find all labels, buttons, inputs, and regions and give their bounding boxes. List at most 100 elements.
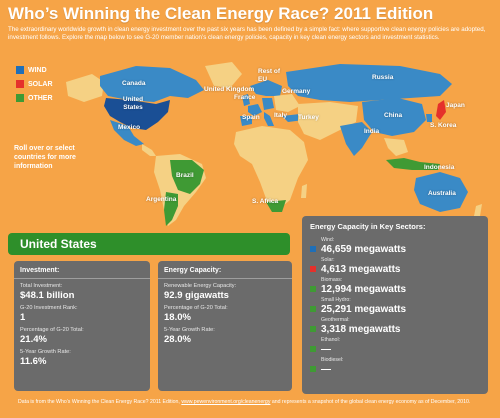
investment-growth: 5-Year Growth Rate: 11.6% xyxy=(14,349,150,367)
map-label-canada[interactable]: Canada xyxy=(122,80,146,87)
country-russia[interactable] xyxy=(286,64,452,102)
capacity-growth-label: 5-Year Growth Rate: xyxy=(164,327,215,333)
capacity-growth: 5-Year Growth Rate: 28.0% xyxy=(158,327,292,345)
footer-link[interactable]: www.pewenvironment.org/cleanenergy xyxy=(181,399,271,405)
country-united-kingdom[interactable] xyxy=(242,94,250,106)
map-alaska xyxy=(66,74,104,102)
map-label-brazil[interactable]: Brazil xyxy=(176,172,194,179)
total-investment-value: $48.1 billion xyxy=(20,290,75,301)
sector-ethanol: Ethanol: — xyxy=(302,337,488,355)
sector-solar-swatch xyxy=(310,266,316,272)
sector-small-hydro-label: Small Hydro: xyxy=(321,297,351,303)
country-south-korea[interactable] xyxy=(426,114,432,122)
country-india[interactable] xyxy=(340,122,372,156)
sector-ethanol-swatch xyxy=(310,346,316,352)
sector-biomass: Biomass: 12,994 megawatts xyxy=(302,277,488,295)
legend-item-other: OTHER xyxy=(16,94,53,102)
sector-wind-value: 46,659 megawatts xyxy=(321,244,407,255)
sector-geothermal-value: 3,318 megawatts xyxy=(321,324,401,335)
rollover-hint: Roll over or select countries for more i… xyxy=(14,145,76,170)
map-label-united-states-text: United States xyxy=(122,96,144,111)
country-brazil[interactable] xyxy=(170,160,204,194)
legend-item-wind: WIND xyxy=(16,66,53,74)
country-canada[interactable] xyxy=(100,66,204,102)
map-central-america xyxy=(142,144,156,156)
country-mexico[interactable] xyxy=(110,120,144,146)
map-label-rest-of-eu[interactable]: Rest of EU xyxy=(258,68,281,83)
map-label-mexico[interactable]: Mexico xyxy=(118,124,141,131)
sector-wind: Wind: 46,659 megawatts xyxy=(302,237,488,255)
investment-percentage: Percentage of G-20 Total: 21.4% xyxy=(14,327,150,345)
sector-biodiesel: Biodiesel: — xyxy=(302,357,488,375)
map-label-germany[interactable]: Germany xyxy=(282,88,311,95)
world-map xyxy=(66,62,482,226)
map-label-argentina[interactable]: Argentina xyxy=(146,196,177,203)
country-spain[interactable] xyxy=(240,116,252,126)
map-label-united-kingdom[interactable]: United Kingdom xyxy=(204,86,255,93)
map-middle-east xyxy=(298,102,358,140)
sectors-panel: Energy Capacity in Key Sectors: Wind: 46… xyxy=(302,216,488,394)
footer-prefix: Data is from the Who’s Winning the Clean… xyxy=(18,399,180,405)
sector-biodiesel-label: Biodiesel: xyxy=(321,357,344,363)
legend-label-solar: SOLAR xyxy=(28,80,53,88)
country-united-states[interactable] xyxy=(104,98,170,130)
legend-swatch-other xyxy=(16,94,24,102)
selected-country-header: United States xyxy=(8,233,290,255)
sector-solar: Solar: 4,613 megawatts xyxy=(302,257,488,275)
sector-wind-swatch xyxy=(310,246,316,252)
country-south-africa[interactable] xyxy=(266,200,286,212)
map-label-france[interactable]: France xyxy=(234,94,256,101)
legend-swatch-solar xyxy=(16,80,24,88)
country-indonesia[interactable] xyxy=(386,158,440,170)
investment-rank-label: G-20 Investment Rank: xyxy=(20,305,78,311)
total-investment: Total Investment: $48.1 billion xyxy=(14,283,150,301)
sector-biodiesel-swatch xyxy=(310,366,316,372)
intro-text: The extraordinary worldwide growth in cl… xyxy=(8,26,486,41)
sector-small-hydro: Small Hydro: 25,291 megawatts xyxy=(302,297,488,315)
map-madagascar xyxy=(301,184,307,198)
sector-biodiesel-value: — xyxy=(321,364,331,375)
map-label-china[interactable]: China xyxy=(384,112,403,119)
map-label-south-korea[interactable]: S. Korea xyxy=(430,122,457,129)
capacity-percentage: Percentage of G-20 Total: 18.0% xyxy=(158,305,292,323)
country-china[interactable] xyxy=(362,98,426,136)
investment-rank-value: 1 xyxy=(20,312,26,323)
country-japan[interactable] xyxy=(436,100,446,120)
map-label-turkey[interactable]: Turkey xyxy=(298,114,319,121)
sectors-header: Energy Capacity in Key Sectors: xyxy=(310,222,426,231)
sector-solar-label: Solar: xyxy=(321,257,335,263)
map-greenland xyxy=(205,62,242,88)
renewable-capacity-value: 92.9 gigawatts xyxy=(164,290,229,301)
map-label-italy[interactable]: Italy xyxy=(274,112,288,119)
sector-solar-value: 4,613 megawatts xyxy=(321,264,401,275)
map-label-japan[interactable]: Japan xyxy=(446,102,465,109)
page-title: Who’s Winning the Clean Energy Race? 201… xyxy=(8,4,434,23)
investment-rank: G-20 Investment Rank: 1 xyxy=(14,305,150,323)
map-africa xyxy=(234,126,308,210)
map-label-australia[interactable]: Australia xyxy=(428,190,456,197)
country-germany[interactable] xyxy=(262,98,274,110)
sector-biomass-label: Biomass: xyxy=(321,277,343,283)
map-label-spain[interactable]: Spain xyxy=(242,114,260,121)
sector-wind-label: Wind: xyxy=(321,237,335,243)
capacity-percentage-value: 18.0% xyxy=(164,312,191,323)
investment-panel: Investment: Total Investment: $48.1 bill… xyxy=(14,261,150,391)
country-rest-of-eu[interactable] xyxy=(250,80,282,96)
capacity-percentage-label: Percentage of G-20 Total: xyxy=(164,305,228,311)
sector-geothermal: Geothermal: 3,318 megawatts xyxy=(302,317,488,335)
country-italy[interactable] xyxy=(264,112,274,126)
map-label-india[interactable]: India xyxy=(364,128,380,135)
legend-swatch-wind xyxy=(16,66,24,74)
map-label-united-states[interactable]: United States xyxy=(118,96,148,111)
total-investment-label: Total Investment: xyxy=(20,283,63,289)
map-eastern-europe xyxy=(274,94,300,112)
country-australia[interactable] xyxy=(414,172,468,212)
footer-suffix: and represents a snapshot of the global … xyxy=(271,399,471,405)
country-france[interactable] xyxy=(248,104,262,116)
map-label-indonesia[interactable]: Indonesia xyxy=(424,164,455,171)
map-label-south-africa[interactable]: S. Africa xyxy=(252,198,279,205)
country-argentina[interactable] xyxy=(164,192,178,226)
map-label-russia[interactable]: Russia xyxy=(372,74,394,81)
sector-small-hydro-value: 25,291 megawatts xyxy=(321,304,407,315)
renewable-capacity: Renewable Energy Capacity: 92.9 gigawatt… xyxy=(158,283,292,301)
